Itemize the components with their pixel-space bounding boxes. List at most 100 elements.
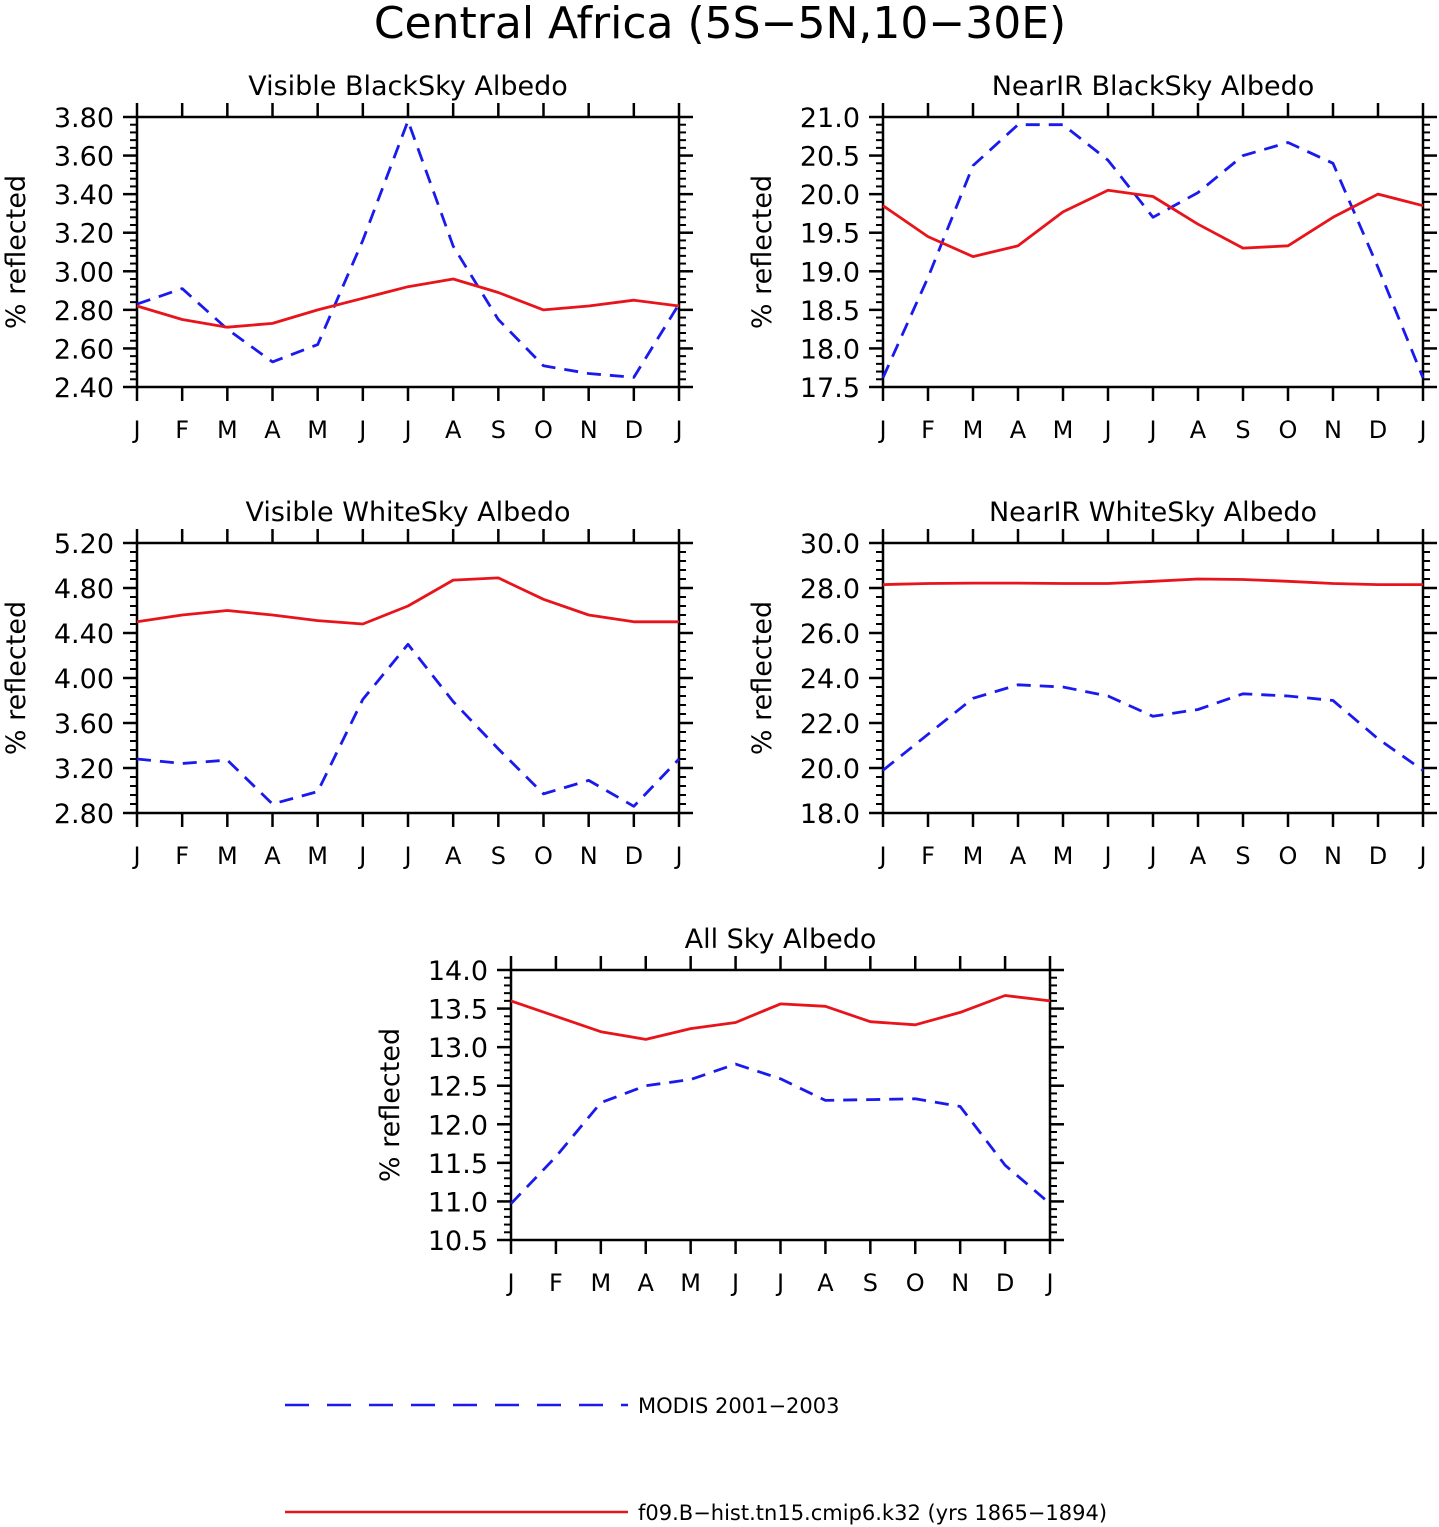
x-tick-label: A: [1010, 842, 1027, 870]
x-tick-label: J: [730, 1269, 739, 1297]
x-tick-label: A: [1190, 842, 1207, 870]
y-axis-label: % reflected: [747, 601, 778, 755]
y-tick-label: 4.40: [54, 619, 114, 650]
x-tick-label: O: [1279, 842, 1298, 870]
series-line-modis: [136, 642, 681, 808]
x-tick-label: N: [951, 1269, 969, 1297]
y-tick-label: 10.5: [428, 1226, 488, 1257]
x-tick-label: M: [1053, 416, 1074, 444]
x-tick-label: N: [580, 416, 598, 444]
x-tick-label: M: [963, 842, 984, 870]
y-tick-label: 20.0: [800, 180, 860, 211]
y-axis-label: % reflected: [375, 1028, 406, 1182]
y-tick-label: 2.60: [54, 334, 114, 365]
series-line-model: [882, 577, 1423, 586]
y-tick-label: 21.0: [800, 103, 860, 134]
y-tick-label: 18.0: [800, 334, 860, 365]
x-tick-label: O: [534, 416, 553, 444]
y-tick-label: 20.5: [800, 142, 860, 173]
y-tick-label: 3.80: [54, 103, 114, 134]
plot-frame: [135, 115, 681, 389]
y-tick-label: 11.0: [428, 1187, 488, 1218]
series-line-modis: [509, 1062, 1051, 1205]
x-tick-label: F: [175, 842, 189, 870]
y-tick-label: 12.5: [428, 1072, 488, 1103]
x-tick-label: F: [921, 842, 935, 870]
y-tick-label: 17.5: [800, 373, 860, 404]
x-tick-label: M: [1053, 842, 1074, 870]
y-tick-label: 3.20: [54, 754, 114, 785]
y-tick-label: 11.5: [428, 1149, 488, 1180]
series-line-model: [136, 576, 679, 626]
y-axis-label: % reflected: [747, 175, 778, 329]
x-tick-label: A: [638, 1269, 655, 1297]
plot-frame: [135, 541, 681, 815]
x-tick-label: M: [307, 416, 328, 444]
y-tick-label: 24.0: [800, 664, 860, 695]
y-tick-label: 2.80: [54, 296, 114, 327]
x-tick-label: J: [1102, 416, 1111, 444]
x-tick-label: D: [625, 842, 643, 870]
figure-title: Central Africa (5S−5N,10−30E): [374, 0, 1066, 49]
x-tick-label: F: [549, 1269, 563, 1297]
y-tick-label: 28.0: [800, 574, 860, 605]
x-tick-label: M: [680, 1269, 701, 1297]
series-line-modis: [881, 123, 1425, 379]
y-tick-label: 22.0: [800, 709, 860, 740]
y-tick-label: 3.00: [54, 257, 114, 288]
x-tick-label: F: [921, 416, 935, 444]
x-tick-label: D: [1369, 416, 1387, 444]
x-tick-label: N: [1324, 416, 1342, 444]
x-tick-label: A: [1190, 416, 1207, 444]
x-tick-label: O: [906, 1269, 925, 1297]
panel-title: Visible BlackSky Albedo: [248, 71, 568, 102]
series-line-modis: [136, 119, 681, 379]
y-tick-label: 20.0: [800, 754, 860, 785]
legend: MODIS 2001−2003 f09.B−hist.tn15.cmip6.k3…: [285, 1394, 1107, 1525]
y-tick-label: 19.0: [800, 257, 860, 288]
y-tick-label: 5.20: [54, 529, 114, 560]
x-tick-label: A: [445, 416, 462, 444]
x-tick-label: M: [963, 416, 984, 444]
y-tick-label: 4.80: [54, 574, 114, 605]
y-tick-label: 13.5: [428, 995, 488, 1026]
x-tick-label: J: [1147, 842, 1156, 870]
x-tick-label: O: [534, 842, 553, 870]
y-axis-label: % reflected: [1, 601, 32, 755]
x-tick-label: J: [402, 842, 411, 870]
x-tick-label: A: [264, 842, 281, 870]
y-axis-label: % reflected: [1, 175, 32, 329]
x-tick-label: M: [590, 1269, 611, 1297]
y-tick-label: 3.40: [54, 180, 114, 211]
panel-title: NearIR WhiteSky Albedo: [989, 497, 1317, 528]
x-tick-label: O: [1279, 416, 1298, 444]
x-tick-label: A: [1010, 416, 1027, 444]
y-tick-label: 13.0: [428, 1033, 488, 1064]
series-line-model: [882, 188, 1424, 259]
x-tick-label: J: [357, 416, 366, 444]
y-tick-label: 12.0: [428, 1110, 488, 1141]
x-tick-label: J: [1417, 416, 1426, 444]
x-tick-label: N: [1324, 842, 1342, 870]
x-tick-label: M: [217, 416, 238, 444]
x-tick-label: J: [877, 842, 886, 870]
x-tick-label: S: [491, 416, 506, 444]
y-tick-label: 30.0: [800, 529, 860, 560]
x-tick-label: J: [131, 416, 140, 444]
panel-title: Visible WhiteSky Albedo: [245, 497, 570, 528]
x-tick-label: S: [1235, 842, 1250, 870]
x-tick-label: A: [445, 842, 462, 870]
x-tick-label: S: [1235, 416, 1250, 444]
y-tick-label: 3.60: [54, 142, 114, 173]
legend-modis-label: MODIS 2001−2003: [638, 1394, 840, 1418]
y-tick-label: 2.80: [54, 799, 114, 830]
x-tick-label: D: [996, 1269, 1014, 1297]
y-tick-label: 18.5: [800, 296, 860, 327]
legend-model-label: f09.B−hist.tn15.cmip6.k32 (yrs 1865−1894…: [638, 1501, 1107, 1525]
x-tick-label: J: [673, 416, 682, 444]
panel-title: NearIR BlackSky Albedo: [992, 71, 1315, 102]
